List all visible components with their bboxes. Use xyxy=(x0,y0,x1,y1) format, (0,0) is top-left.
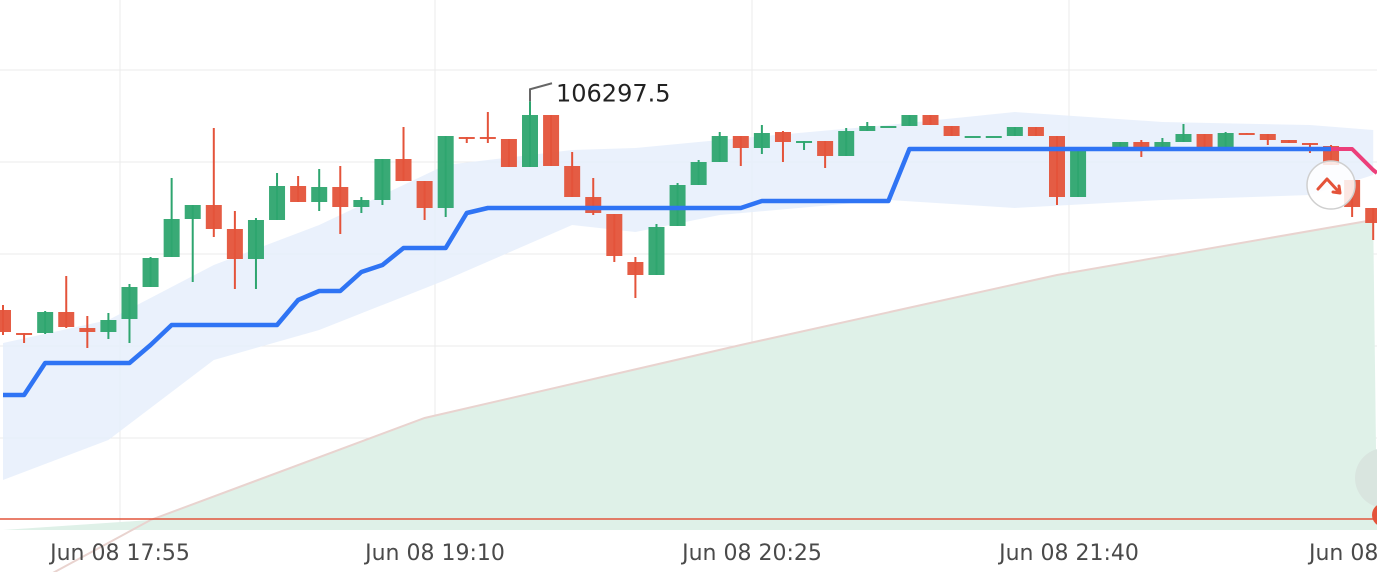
candle-down xyxy=(1027,127,1044,136)
candle-down xyxy=(1049,136,1065,197)
candle-down xyxy=(1280,140,1297,143)
price-line-handle[interactable] xyxy=(1372,503,1377,527)
candle-down xyxy=(458,137,475,139)
candle-down xyxy=(774,132,791,142)
trend-line-bearish xyxy=(1331,147,1377,175)
max-price-label: 106297.5 xyxy=(556,79,671,107)
candle-up xyxy=(1070,148,1087,197)
candle-up xyxy=(838,131,855,156)
candle-up xyxy=(859,126,876,131)
candle-down xyxy=(58,312,75,327)
candle-up xyxy=(711,136,728,162)
candle-down xyxy=(627,262,644,275)
candle-down xyxy=(817,141,834,156)
candle-up xyxy=(121,287,138,319)
scroll-button[interactable] xyxy=(1355,448,1377,508)
candle-up xyxy=(37,312,54,333)
band xyxy=(3,112,1374,480)
trend-line xyxy=(3,146,1377,398)
candle-down xyxy=(943,126,960,136)
candle-up xyxy=(1006,127,1023,136)
candle-up xyxy=(753,133,770,148)
candle-down xyxy=(16,333,33,335)
candle-down xyxy=(543,115,560,166)
candle-up xyxy=(100,320,117,332)
x-tick-label: Jun 08 17:55 xyxy=(48,541,190,566)
candle-up xyxy=(1217,133,1234,147)
candle-up xyxy=(374,159,391,200)
candle-up xyxy=(901,115,918,126)
candle-down xyxy=(226,229,243,259)
area-line xyxy=(52,219,1374,572)
candle-up xyxy=(247,220,264,259)
x-tick-label: Jun 08 xyxy=(1307,541,1377,566)
x-tick-label: Jun 08 19:10 xyxy=(363,541,505,566)
candle-down xyxy=(585,197,602,213)
candle-down xyxy=(1365,208,1377,223)
candle-up xyxy=(437,136,454,208)
candle-up xyxy=(269,186,286,220)
candle-down xyxy=(1259,134,1276,140)
candle-up xyxy=(163,219,180,257)
candle-down xyxy=(479,137,496,139)
candle-up xyxy=(669,185,686,226)
trend-signal-button[interactable] xyxy=(1306,160,1356,210)
trend-line-bullish xyxy=(3,146,1332,398)
x-tick-label: Jun 08 21:40 xyxy=(997,541,1139,566)
candle-up xyxy=(142,258,159,287)
candle-up xyxy=(880,126,897,128)
candle-up xyxy=(964,136,981,138)
x-axis: Jun 08 17:55 Jun 08 19:10 Jun 08 20:25 J… xyxy=(48,541,1377,566)
candle-down xyxy=(922,115,939,125)
candle-down xyxy=(500,139,517,167)
candle-up xyxy=(353,200,370,207)
candle-up xyxy=(1175,134,1192,142)
candle-up xyxy=(522,115,538,167)
candle-down xyxy=(606,214,623,256)
band-fill xyxy=(3,112,1374,480)
candle-down xyxy=(290,186,307,202)
trend-down-arrow-icon xyxy=(1316,177,1342,195)
candle-up xyxy=(648,227,665,275)
candle-up xyxy=(1112,142,1129,148)
candle-down xyxy=(205,205,222,229)
x-tick-label: Jun 08 20:25 xyxy=(680,541,822,566)
max-leader-line xyxy=(529,82,553,102)
candle-down xyxy=(1238,133,1255,135)
candle-up xyxy=(184,205,201,219)
candle-up xyxy=(1154,142,1171,148)
area-fill xyxy=(3,220,1377,530)
candle-down xyxy=(1196,134,1213,147)
candle-down xyxy=(0,310,11,332)
candle-up xyxy=(690,162,707,185)
candle-down xyxy=(416,181,433,208)
candle-up xyxy=(985,136,1002,138)
candle-down xyxy=(332,187,349,207)
candle-up xyxy=(796,141,813,143)
candle-down xyxy=(1133,142,1150,149)
candle-down xyxy=(732,136,749,148)
candle-down xyxy=(79,328,96,332)
candle-down xyxy=(395,159,412,181)
candle-down xyxy=(1301,143,1318,145)
candle-up xyxy=(311,187,328,202)
max-price-annotation: 106297.5 xyxy=(529,79,671,107)
candle-down xyxy=(564,166,581,197)
moving-average-area xyxy=(3,219,1377,572)
